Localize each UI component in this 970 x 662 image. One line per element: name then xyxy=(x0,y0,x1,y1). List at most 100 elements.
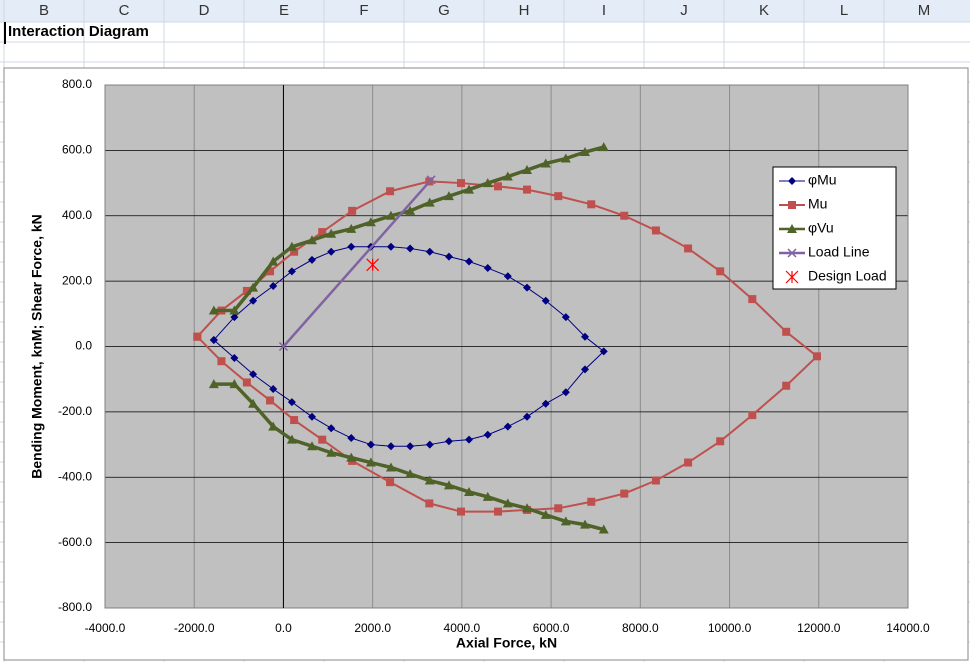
data-point xyxy=(269,282,278,291)
data-point xyxy=(540,158,551,168)
data-point xyxy=(365,457,376,467)
data-point xyxy=(425,247,434,256)
data-point xyxy=(716,437,725,446)
legend-label: Load Line xyxy=(808,244,870,260)
data-point xyxy=(503,272,512,281)
x-tick-label: 12000.0 xyxy=(797,621,841,635)
data-point xyxy=(464,184,475,194)
data-point xyxy=(716,267,725,276)
legend-marker xyxy=(787,248,797,258)
x-tick-label: 14000.0 xyxy=(886,621,930,635)
data-point xyxy=(346,452,357,462)
data-point xyxy=(425,499,434,508)
data-point xyxy=(230,313,239,322)
data-point xyxy=(386,442,395,451)
data-point xyxy=(306,441,317,451)
data-point xyxy=(580,147,591,157)
x-tick-label: 8000.0 xyxy=(622,621,659,635)
x-axis-title: Axial Force, kN xyxy=(456,635,557,651)
data-point xyxy=(464,486,475,496)
column-header: C xyxy=(119,2,130,19)
data-point xyxy=(620,211,629,220)
data-point xyxy=(347,434,356,443)
data-point xyxy=(406,244,415,253)
legend-marker xyxy=(787,224,797,233)
y-tick-label: 400.0 xyxy=(62,208,92,222)
data-point xyxy=(327,247,336,256)
column-header: M xyxy=(918,2,931,19)
data-point xyxy=(386,478,395,487)
data-point xyxy=(483,430,492,439)
data-point xyxy=(278,341,288,352)
column-header: J xyxy=(680,2,688,19)
column-header: H xyxy=(519,2,530,19)
data-point xyxy=(318,228,327,237)
data-point xyxy=(554,504,563,513)
data-point xyxy=(684,244,693,253)
column-header: D xyxy=(199,2,210,19)
data-point xyxy=(307,255,316,264)
data-point xyxy=(268,421,279,431)
x-tick-label: 6000.0 xyxy=(533,621,570,635)
data-point xyxy=(346,223,357,233)
legend-label: Design Load xyxy=(808,268,887,284)
data-point xyxy=(249,296,258,305)
y-axis-title: Bending Moment, knM; Shear Force, kN xyxy=(29,214,45,478)
data-point xyxy=(494,182,503,191)
data-point xyxy=(348,206,357,215)
data-point xyxy=(208,305,219,315)
column-header: I xyxy=(602,2,606,19)
data-point xyxy=(290,247,299,256)
data-point xyxy=(249,370,258,379)
data-point xyxy=(385,462,396,472)
y-tick-label: -800.0 xyxy=(58,600,92,614)
data-point xyxy=(541,296,550,305)
data-point xyxy=(424,197,435,207)
y-tick-label: -400.0 xyxy=(58,469,92,483)
data-point xyxy=(290,416,299,425)
y-tick-label: 600.0 xyxy=(62,143,92,157)
data-point xyxy=(599,347,608,356)
y-tick-label: 0.0 xyxy=(75,339,92,353)
data-point xyxy=(581,365,590,374)
data-point xyxy=(424,475,435,485)
x-tick-label: -2000.0 xyxy=(174,621,215,635)
data-point xyxy=(748,411,757,420)
y-tick-label: -600.0 xyxy=(58,535,92,549)
data-point xyxy=(193,332,202,341)
data-point xyxy=(748,295,757,304)
data-point xyxy=(456,507,465,516)
data-point xyxy=(306,235,317,245)
data-point xyxy=(307,412,316,421)
data-point xyxy=(229,305,240,315)
data-point xyxy=(365,217,376,227)
data-point xyxy=(366,440,375,449)
data-point xyxy=(406,442,415,451)
legend-marker xyxy=(788,201,796,209)
data-point xyxy=(405,205,416,215)
column-header: F xyxy=(359,2,368,19)
data-point xyxy=(554,192,563,201)
data-point xyxy=(443,480,454,490)
data-point xyxy=(287,267,296,276)
data-point xyxy=(502,171,513,181)
x-tick-label: 2000.0 xyxy=(354,621,391,635)
data-point xyxy=(266,396,275,405)
data-point xyxy=(651,476,660,485)
data-point xyxy=(456,179,465,188)
legend-label: φVu xyxy=(808,220,834,236)
data-point xyxy=(465,435,474,444)
data-point xyxy=(286,434,297,444)
data-point xyxy=(444,437,453,446)
data-point xyxy=(620,489,629,498)
data-point xyxy=(287,398,296,407)
y-tick-label: -200.0 xyxy=(58,404,92,418)
data-point xyxy=(523,412,532,421)
y-tick-label: 200.0 xyxy=(62,273,92,287)
data-point xyxy=(405,468,416,478)
data-point xyxy=(581,332,590,341)
data-point xyxy=(483,264,492,273)
data-point xyxy=(598,524,609,534)
cell-cursor xyxy=(4,22,6,44)
data-point xyxy=(522,503,533,513)
